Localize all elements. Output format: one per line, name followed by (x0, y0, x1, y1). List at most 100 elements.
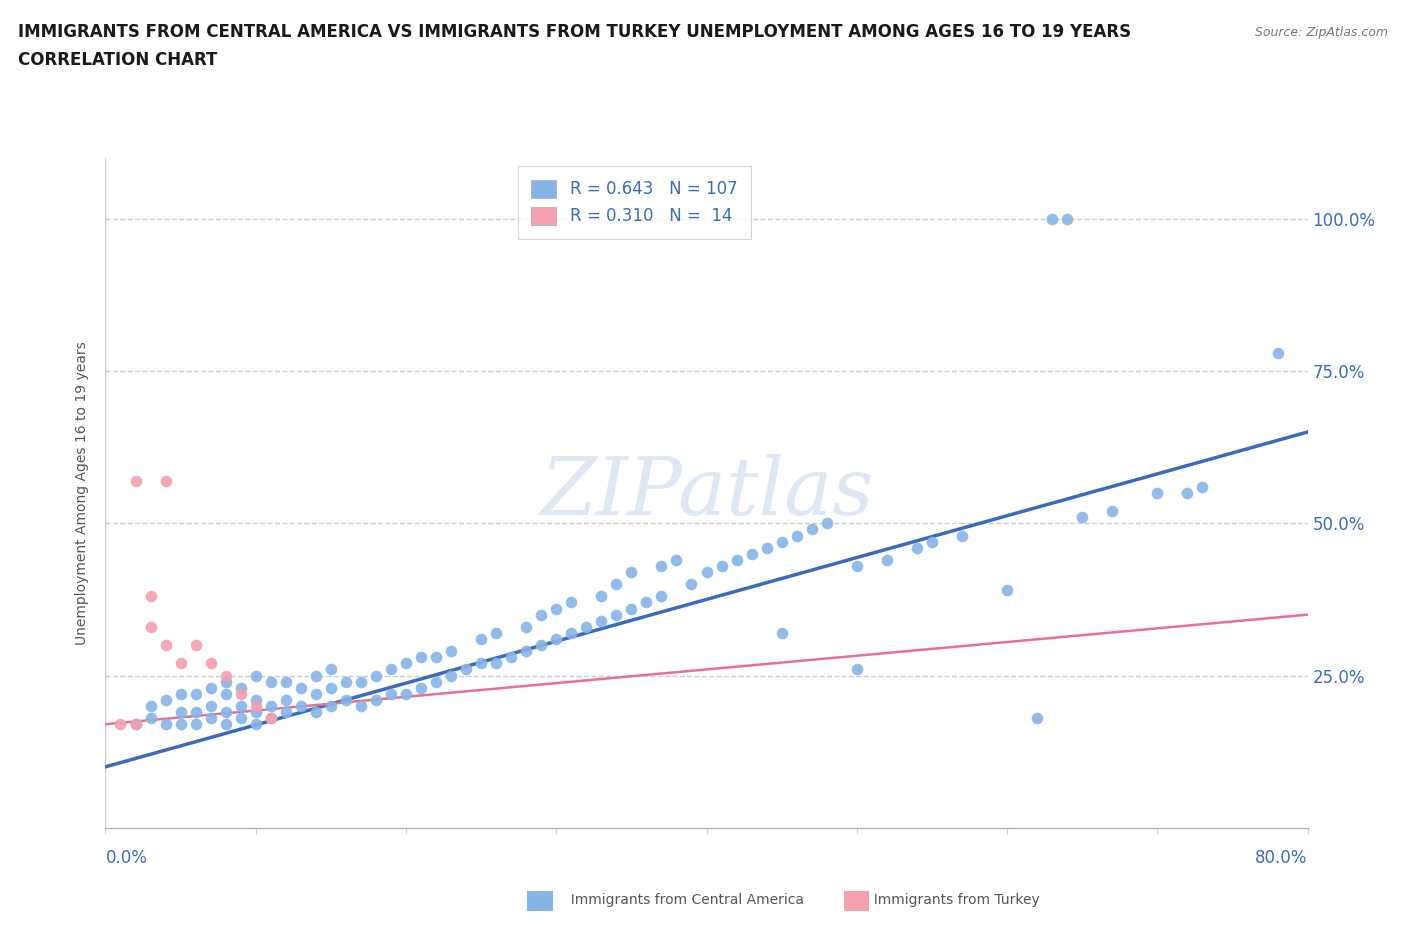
Point (1101, 504, 1123, 519)
Point (200, 656, 222, 671)
Point (546, 631, 568, 646)
Point (605, 607, 627, 622)
Text: IMMIGRANTS FROM CENTRAL AMERICA VS IMMIGRANTS FROM TURKEY UNEMPLOYMENT AMONG AGE: IMMIGRANTS FROM CENTRAL AMERICA VS IMMIG… (18, 23, 1132, 41)
Point (409, 650, 432, 665)
Point (364, 693, 387, 708)
Y-axis label: Unemployment Among Ages 16 to 19 years: Unemployment Among Ages 16 to 19 years (76, 341, 90, 644)
Point (1071, 510, 1094, 525)
Point (305, 705, 328, 720)
Point (515, 644, 537, 658)
Point (110, 717, 132, 732)
Point (364, 668, 387, 683)
Text: ZIPatlas: ZIPatlas (540, 454, 873, 532)
Point (845, 662, 868, 677)
Point (950, 528, 973, 543)
Point (350, 698, 373, 713)
Point (274, 705, 297, 720)
Point (650, 589, 672, 604)
Point (245, 698, 267, 713)
Point (440, 644, 463, 658)
Point (921, 534, 943, 549)
Point (139, 711, 162, 725)
Point (155, 717, 177, 732)
Point (1056, 211, 1078, 226)
Point (755, 540, 778, 555)
Point (800, 522, 823, 537)
Point (636, 595, 658, 610)
Point (200, 698, 222, 713)
Point (560, 626, 582, 641)
Point (214, 717, 236, 732)
Point (319, 698, 342, 713)
Point (200, 680, 222, 695)
Point (200, 711, 222, 725)
Point (335, 674, 357, 689)
Point (409, 680, 432, 695)
Point (560, 595, 582, 610)
Point (139, 619, 162, 634)
Point (184, 638, 207, 653)
Point (395, 656, 418, 671)
Point (245, 668, 267, 683)
Point (380, 662, 402, 677)
Point (214, 668, 236, 683)
Point (725, 552, 748, 567)
Point (1040, 211, 1063, 226)
Legend: R = 0.643   N = 107, R = 0.310   N =  14: R = 0.643 N = 107, R = 0.310 N = 14 (517, 166, 751, 239)
Point (350, 674, 373, 689)
Point (260, 698, 283, 713)
Point (169, 686, 191, 701)
Point (305, 668, 328, 683)
Point (155, 473, 177, 488)
Point (229, 698, 252, 713)
Point (169, 656, 191, 671)
Point (335, 693, 357, 708)
Point (1191, 479, 1213, 494)
Point (380, 686, 402, 701)
Point (546, 601, 568, 616)
Point (260, 711, 283, 725)
Point (425, 650, 447, 665)
Text: Immigrants from Central America: Immigrants from Central America (562, 893, 804, 908)
Point (155, 693, 177, 708)
Point (245, 717, 267, 732)
Point (155, 638, 177, 653)
Point (485, 626, 508, 641)
Text: 0.0%: 0.0% (105, 849, 148, 867)
Point (229, 686, 252, 701)
Point (485, 656, 508, 671)
Point (530, 607, 553, 622)
Point (710, 559, 733, 574)
Point (245, 693, 267, 708)
Point (591, 589, 613, 604)
Point (169, 705, 191, 720)
Point (741, 546, 763, 561)
Point (620, 565, 643, 579)
Point (260, 674, 283, 689)
Point (530, 638, 553, 653)
Point (815, 516, 838, 531)
Point (1267, 345, 1289, 360)
Point (274, 693, 297, 708)
Point (290, 698, 312, 713)
Point (184, 717, 207, 732)
Point (605, 577, 627, 591)
Text: Source: ZipAtlas.com: Source: ZipAtlas.com (1254, 26, 1388, 39)
Point (319, 680, 342, 695)
Point (260, 711, 283, 725)
Point (501, 650, 523, 665)
Text: 80.0%: 80.0% (1256, 849, 1308, 867)
Point (876, 552, 898, 567)
Point (229, 680, 252, 695)
Point (214, 686, 236, 701)
Point (995, 583, 1018, 598)
Point (650, 559, 672, 574)
Point (274, 674, 297, 689)
Point (470, 656, 492, 671)
Point (124, 473, 146, 488)
Point (1175, 485, 1198, 500)
Point (454, 662, 477, 677)
Point (425, 674, 447, 689)
Point (245, 705, 267, 720)
Point (665, 552, 688, 567)
